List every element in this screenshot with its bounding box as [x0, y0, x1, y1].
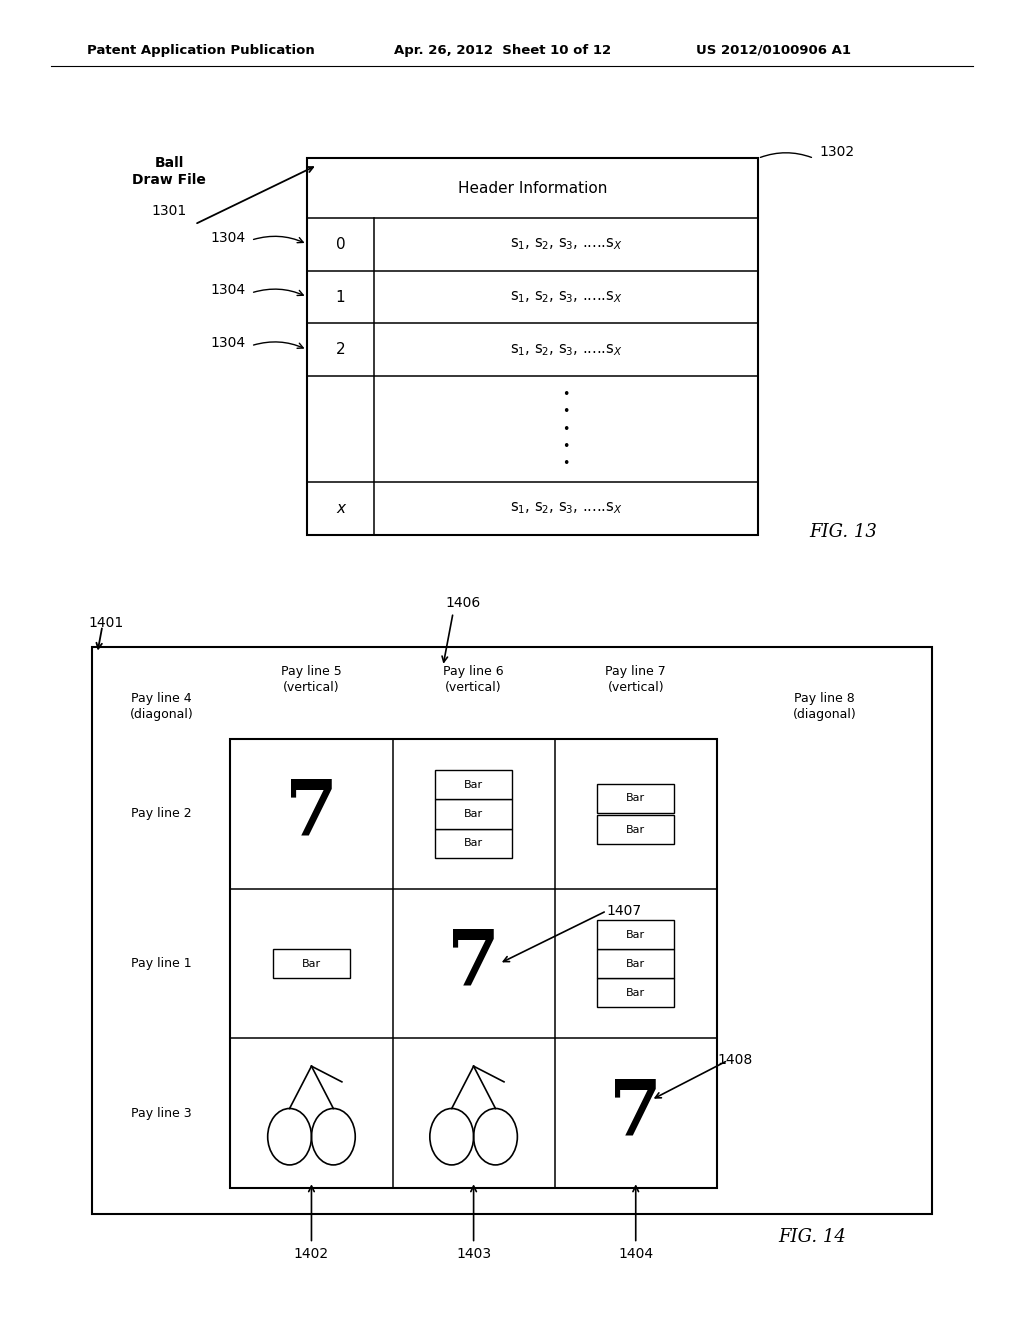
Text: 7: 7 [285, 777, 338, 851]
Text: Pay line 6
(vertical): Pay line 6 (vertical) [443, 665, 504, 694]
Text: Bar: Bar [464, 838, 483, 847]
Text: 1: 1 [336, 289, 345, 305]
Text: FIG. 14: FIG. 14 [778, 1228, 846, 1246]
Bar [92, 647, 932, 1214]
Text: s$_1$, s$_2$, s$_3$, .....s$_X$: s$_1$, s$_2$, s$_3$, .....s$_X$ [510, 342, 622, 358]
Text: Pay line 3: Pay line 3 [131, 1106, 191, 1119]
Text: 1402: 1402 [294, 1247, 329, 1262]
Text: FIG. 13: FIG. 13 [809, 523, 877, 541]
Text: Bar: Bar [626, 929, 645, 940]
Bar [597, 978, 674, 1007]
Text: US 2012/0100906 A1: US 2012/0100906 A1 [696, 44, 851, 57]
Text: •: • [562, 440, 569, 453]
Text: Pay line 4
(diagonal): Pay line 4 (diagonal) [129, 692, 194, 721]
Text: 2: 2 [336, 342, 345, 358]
Text: Bar: Bar [626, 987, 645, 998]
Text: Bar: Bar [626, 958, 645, 969]
Text: s$_1$, s$_2$, s$_3$, .....s$_X$: s$_1$, s$_2$, s$_3$, .....s$_X$ [510, 500, 622, 516]
Text: •: • [562, 405, 569, 418]
Text: 1401: 1401 [88, 616, 123, 630]
Text: 1407: 1407 [606, 904, 642, 917]
Text: 1304: 1304 [211, 231, 246, 244]
Text: 1406: 1406 [445, 595, 481, 610]
Text: 7: 7 [609, 1076, 663, 1150]
Text: Pay line 8
(diagonal): Pay line 8 (diagonal) [793, 692, 856, 721]
Text: Bar: Bar [464, 809, 483, 818]
Bar [435, 771, 512, 800]
Bar [597, 816, 674, 845]
Text: Pay line 2: Pay line 2 [131, 808, 191, 821]
Text: Bar: Bar [464, 780, 483, 789]
Text: s$_1$, s$_2$, s$_3$, .....s$_X$: s$_1$, s$_2$, s$_3$, .....s$_X$ [510, 236, 622, 252]
Text: Header Information: Header Information [458, 181, 607, 195]
Bar [435, 829, 512, 858]
Bar [230, 739, 717, 1188]
Text: Pay line 1: Pay line 1 [131, 957, 191, 970]
Text: Pay line 5
(vertical): Pay line 5 (vertical) [282, 665, 342, 694]
Bar [435, 800, 512, 829]
Text: Bar: Bar [626, 825, 645, 834]
Text: Patent Application Publication: Patent Application Publication [87, 44, 314, 57]
Text: 1301: 1301 [152, 205, 186, 218]
Text: Apr. 26, 2012  Sheet 10 of 12: Apr. 26, 2012 Sheet 10 of 12 [394, 44, 611, 57]
Text: Ball
Draw File: Ball Draw File [132, 156, 206, 187]
Text: 1408: 1408 [718, 1053, 753, 1068]
Bar [597, 920, 674, 949]
Bar [273, 949, 350, 978]
Text: 1304: 1304 [211, 284, 246, 297]
Text: Bar: Bar [302, 958, 322, 969]
Text: x: x [336, 500, 345, 516]
Text: 1404: 1404 [618, 1247, 653, 1262]
Text: 7: 7 [447, 927, 500, 1001]
Text: Bar: Bar [626, 793, 645, 803]
Text: •: • [562, 457, 569, 470]
Text: •: • [562, 388, 569, 401]
Text: Pay line 7
(vertical): Pay line 7 (vertical) [605, 665, 666, 694]
Text: 1302: 1302 [819, 145, 854, 158]
Text: 1304: 1304 [211, 337, 246, 350]
Text: 0: 0 [336, 236, 345, 252]
Text: •: • [562, 422, 569, 436]
Text: 1403: 1403 [456, 1247, 492, 1262]
Bar [307, 158, 758, 535]
Text: s$_1$, s$_2$, s$_3$, .....s$_X$: s$_1$, s$_2$, s$_3$, .....s$_X$ [510, 289, 622, 305]
Bar [597, 949, 674, 978]
Bar [597, 784, 674, 813]
